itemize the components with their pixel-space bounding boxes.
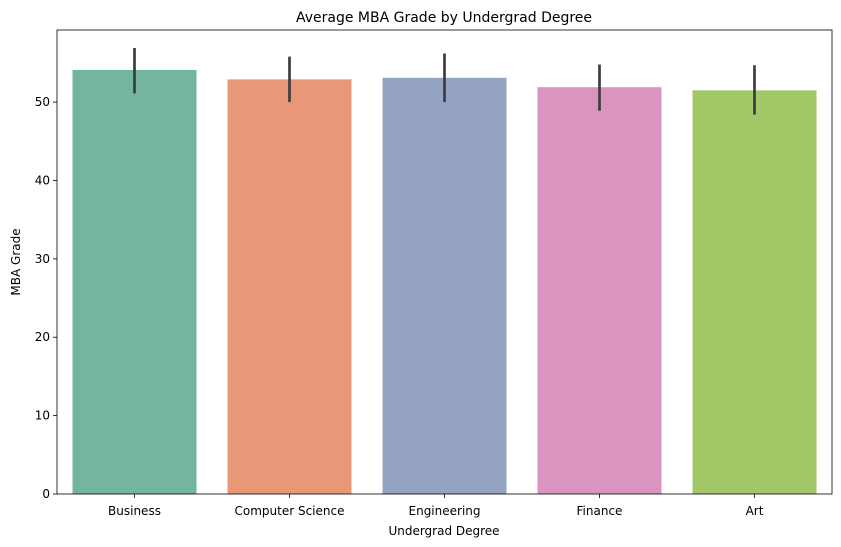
bar-engineering	[382, 77, 507, 494]
y-tick-label-50: 50	[35, 95, 50, 109]
y-tick-label-0: 0	[42, 487, 50, 501]
y-tick-label-40: 40	[35, 173, 50, 187]
bar-finance	[537, 87, 662, 494]
bar-computer-science	[227, 79, 352, 494]
y-axis-ticks: 0 10 20 30 40 50	[35, 95, 57, 501]
x-tick-label-art: Art	[746, 504, 764, 518]
plot-marks	[72, 48, 817, 495]
x-tick-label-business: Business	[108, 504, 161, 518]
y-tick-label-30: 30	[35, 252, 50, 266]
bar-art	[692, 90, 817, 494]
x-tick-label-engineering: Engineering	[409, 504, 481, 518]
x-axis-label: Undergrad Degree	[388, 524, 499, 538]
y-tick-label-10: 10	[35, 409, 50, 423]
y-axis-label: MBA Grade	[9, 228, 23, 295]
x-axis-ticks: Business Computer Science Engineering Finan…	[108, 494, 764, 518]
x-tick-label-computer-science: Computer Science	[235, 504, 345, 518]
y-tick-label-20: 20	[35, 330, 50, 344]
x-tick-label-finance: Finance	[577, 504, 623, 518]
bar-business	[72, 69, 197, 495]
plot-frame	[56, 29, 833, 495]
chart-title: Average MBA Grade by Undergrad Degree	[296, 10, 592, 26]
